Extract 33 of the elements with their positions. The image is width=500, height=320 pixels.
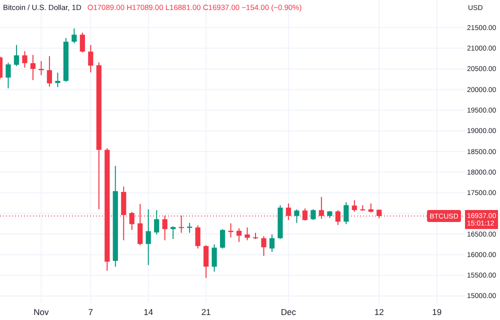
- candlestick: [310, 208, 316, 221]
- candlestick: [80, 32, 85, 53]
- x-tick-label: 19: [432, 307, 442, 318]
- x-tick-label: 12: [374, 307, 384, 318]
- candlestick: [187, 222, 192, 234]
- candlestick: [72, 28, 77, 44]
- candlestick: [14, 44, 20, 67]
- x-tick-label: Dec: [280, 307, 297, 318]
- candlestick: [146, 208, 151, 266]
- candlestick: [6, 62, 11, 89]
- candlestick: [344, 202, 349, 225]
- candlestick: [244, 226, 250, 241]
- candlestick: [121, 186, 126, 241]
- x-tick-label: 7: [88, 307, 94, 318]
- candlestick: [261, 236, 266, 256]
- candlestick: [212, 244, 217, 272]
- candlestick: [368, 203, 374, 214]
- candlestick: [352, 200, 357, 212]
- x-tick-label: Nov: [34, 307, 50, 318]
- candlestick: [22, 50, 28, 68]
- candlestick: [269, 234, 275, 252]
- candlestick: [170, 226, 176, 240]
- candlestick: [204, 244, 209, 278]
- x-tick-label: 14: [144, 307, 154, 318]
- candlestick: [195, 224, 200, 250]
- candlestick: [154, 210, 160, 235]
- x-tick-label: 21: [201, 307, 212, 318]
- candlestick: [46, 56, 52, 88]
- candlestick: [294, 208, 300, 224]
- candlestick: [55, 72, 60, 88]
- candlestick: [88, 44, 94, 73]
- candlestick: [220, 228, 226, 250]
- candlestick: [30, 54, 36, 81]
